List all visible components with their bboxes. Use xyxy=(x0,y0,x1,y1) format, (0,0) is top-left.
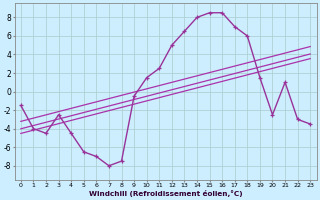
X-axis label: Windchill (Refroidissement éolien,°C): Windchill (Refroidissement éolien,°C) xyxy=(89,190,242,197)
